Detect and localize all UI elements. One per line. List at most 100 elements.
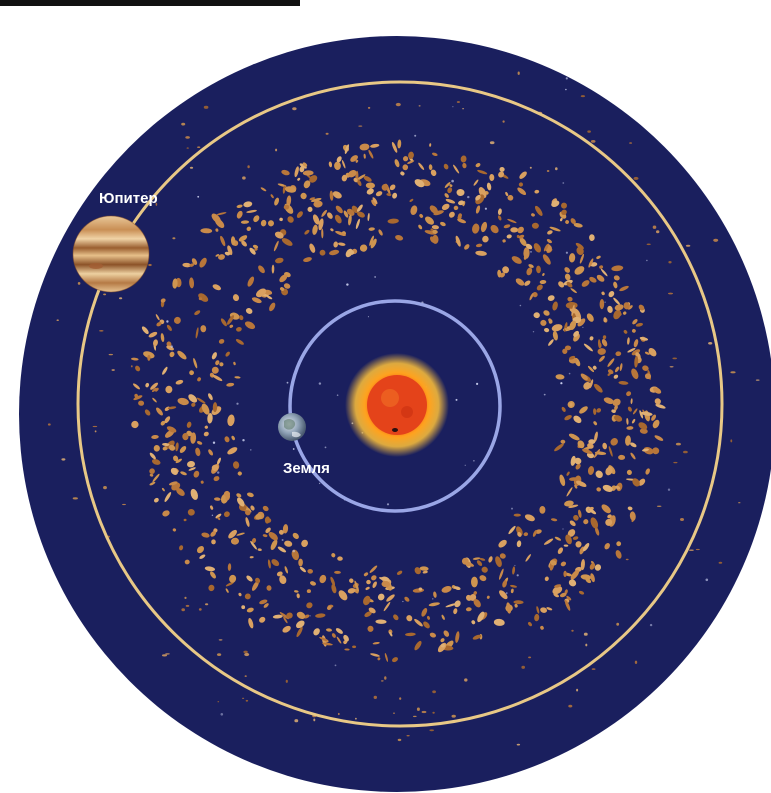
asteroid — [536, 606, 540, 614]
asteroid — [524, 280, 531, 286]
asteroid — [224, 436, 230, 443]
asteroid — [619, 363, 623, 372]
star — [484, 207, 487, 210]
asteroid — [266, 585, 272, 591]
asteroid — [457, 218, 467, 224]
asteroid — [589, 276, 597, 283]
asteroid — [564, 345, 572, 351]
asteroid — [652, 225, 657, 229]
asteroid — [353, 177, 358, 183]
asteroid — [642, 448, 649, 452]
asteroid — [683, 450, 688, 454]
asteroid — [531, 213, 535, 217]
asteroid — [355, 717, 357, 720]
star — [414, 134, 417, 137]
asteroid — [108, 353, 114, 356]
asteroid — [366, 188, 374, 195]
asteroid — [587, 466, 595, 475]
asteroid — [473, 179, 479, 186]
asteroid — [250, 505, 255, 511]
asteroid — [236, 204, 243, 209]
star — [197, 195, 200, 198]
asteroid — [634, 355, 639, 368]
asteroid — [601, 504, 611, 514]
asteroid — [184, 596, 187, 600]
asteroid — [529, 166, 532, 169]
asteroid — [618, 381, 629, 385]
asteroid — [283, 616, 288, 624]
asteroid — [444, 182, 451, 188]
asteroid — [443, 163, 449, 170]
asteroid — [599, 299, 605, 310]
asteroid — [149, 481, 156, 486]
star — [530, 251, 532, 253]
asteroid — [336, 156, 342, 163]
star — [560, 382, 563, 385]
asteroid — [462, 162, 467, 169]
asteroid — [534, 205, 543, 216]
asteroid — [623, 302, 630, 310]
asteroid — [273, 240, 279, 252]
asteroid — [559, 592, 567, 598]
asteroid — [262, 505, 269, 512]
asteroid — [148, 331, 158, 338]
asteroid — [597, 348, 606, 355]
asteroid — [164, 416, 171, 424]
asteroid — [544, 327, 550, 333]
asteroid — [368, 607, 376, 614]
asteroid — [175, 458, 182, 464]
asteroid — [523, 532, 529, 537]
asteroid — [238, 592, 242, 597]
asteroid — [616, 541, 622, 547]
asteroid — [369, 235, 374, 246]
star — [212, 441, 216, 444]
asteroid — [601, 291, 605, 296]
asteroid — [565, 301, 578, 309]
asteroid — [603, 397, 614, 405]
asteroid — [335, 628, 343, 634]
asteroid — [283, 283, 291, 289]
asteroid — [421, 710, 427, 714]
asteroid — [549, 560, 557, 566]
asteroid — [570, 569, 580, 580]
asteroid — [472, 223, 480, 234]
asteroid — [321, 228, 324, 239]
asteroid — [223, 490, 231, 498]
asteroid — [458, 200, 465, 206]
asteroid — [268, 531, 278, 541]
asteroid — [629, 511, 636, 521]
asteroid — [348, 170, 357, 178]
asteroid — [625, 435, 631, 446]
asteroid — [602, 335, 607, 340]
asteroid — [529, 293, 534, 301]
asteroid — [414, 567, 421, 575]
asteroid — [143, 351, 155, 359]
asteroid — [325, 132, 329, 135]
asteroid — [455, 631, 460, 643]
asteroid — [523, 254, 528, 260]
asteroid — [237, 471, 242, 476]
asteroid — [260, 219, 267, 227]
asteroid — [217, 516, 221, 521]
asteroid — [542, 272, 545, 277]
asteroid — [498, 568, 504, 580]
asteroid — [561, 209, 567, 216]
asteroid — [242, 697, 245, 699]
asteroid — [424, 230, 437, 235]
asteroid — [393, 712, 395, 714]
asteroid — [644, 351, 650, 355]
asteroid — [255, 513, 262, 520]
asteroid — [440, 221, 446, 227]
asteroid — [611, 265, 624, 272]
asteroid — [193, 358, 198, 369]
asteroid — [239, 315, 244, 321]
asteroid — [227, 414, 235, 427]
asteroid — [513, 600, 524, 605]
asteroid — [400, 171, 405, 176]
asteroid — [506, 602, 512, 614]
asteroid — [551, 324, 563, 332]
asteroid — [626, 426, 634, 430]
asteroid — [312, 214, 320, 225]
asteroid — [738, 502, 741, 504]
asteroid — [350, 155, 358, 162]
